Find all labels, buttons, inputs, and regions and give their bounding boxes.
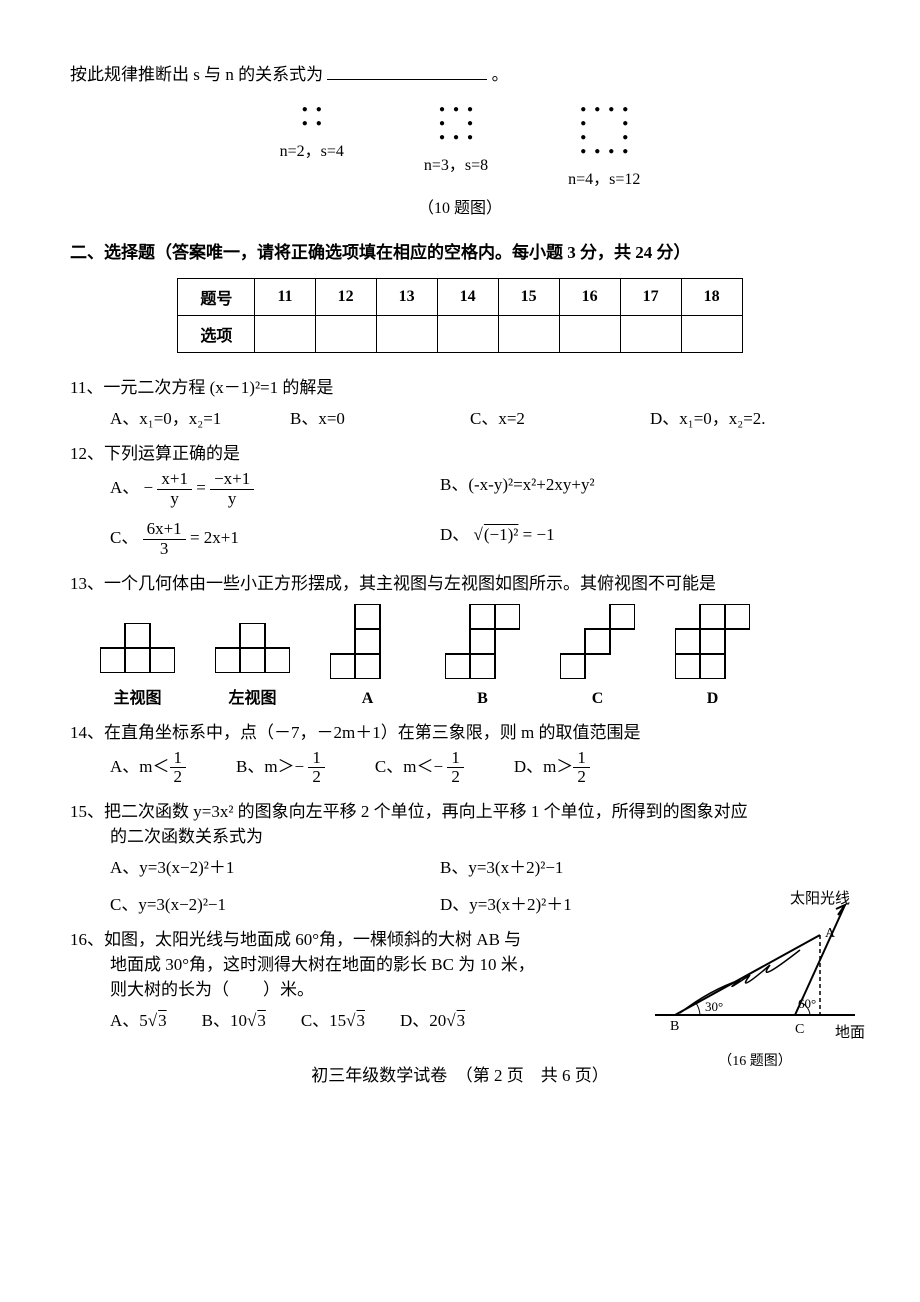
main-view: 主视图 xyxy=(100,623,175,708)
row-label: 题号 xyxy=(178,279,255,316)
table-cell[interactable] xyxy=(681,316,742,353)
table-row: 题号 11 12 13 14 15 16 17 18 xyxy=(178,279,742,316)
table-cell: 17 xyxy=(620,279,681,316)
option: B、m＞− 12 xyxy=(236,749,325,787)
table-cell: 14 xyxy=(437,279,498,316)
q12-options: A、 − x+1y = −x+1y B、(-x-y)²=x²+2xy+y² C、… xyxy=(110,470,850,559)
q16-line: 则大树的长为（ ）米。 xyxy=(110,980,314,999)
q16-figure: B C A 30° 60° 太阳光线 地面 （16 题图） xyxy=(650,895,860,1070)
option-a: A xyxy=(330,604,405,708)
table-cell[interactable] xyxy=(437,316,498,353)
intro-text: 按此规律推断出 s 与 n 的关系式为 xyxy=(70,65,323,84)
q13-shapes: 主视图 左视图 A B xyxy=(100,604,850,708)
table-cell: 13 xyxy=(376,279,437,316)
table-cell: 16 xyxy=(559,279,620,316)
q12-stem: 12、下列运算正确的是 xyxy=(70,439,850,464)
option: B、x=0 xyxy=(290,404,430,429)
option: D、x₁=0，x₂=2. xyxy=(650,404,790,429)
option: C、15√3 xyxy=(301,1006,365,1031)
dot-caption: n=4，s=12 xyxy=(568,165,640,189)
dot-caption: n=3，s=8 xyxy=(424,151,488,175)
option: A、y=3(x−2)²＋1 xyxy=(110,853,430,878)
sun-label: 太阳光线 xyxy=(790,887,850,908)
intro-period: 。 xyxy=(492,65,509,84)
option: B、(-x-y)²=x²+2xy+y² xyxy=(440,470,760,508)
table-row: 选项 xyxy=(178,316,742,353)
dot-figures: ●● ●● n=2，s=4 ●●● ●● ●●● n=3，s=8 ●●●● ●●… xyxy=(70,100,850,189)
intro-line: 按此规律推断出 s 与 n 的关系式为 。 xyxy=(70,60,850,85)
option: A、m＜12 xyxy=(110,749,186,787)
q16-line: 16、如图，太阳光线与地面成 60°角，一棵倾斜的大树 AB 与 xyxy=(70,930,521,949)
row-label: 选项 xyxy=(178,316,255,353)
option: C、x=2 xyxy=(470,404,610,429)
table-cell: 11 xyxy=(255,279,315,316)
label-B: B xyxy=(670,1019,679,1034)
ground-label: 地面 xyxy=(835,1021,865,1042)
answer-table: 题号 11 12 13 14 15 16 17 18 选项 xyxy=(177,278,742,353)
q11-options: A、x₁=0，x₂=1 B、x=0 C、x=2 D、x₁=0，x₂=2. xyxy=(110,404,850,429)
table-cell: 15 xyxy=(498,279,559,316)
q15-options: A、y=3(x−2)²＋1 B、y=3(x＋2)²−1 C、y=3(x−2)²−… xyxy=(110,853,670,915)
q16-line: 地面成 30°角，这时测得大树在地面的影长 BC 为 10 米， xyxy=(110,955,535,974)
option: B、y=3(x＋2)²−1 xyxy=(440,853,760,878)
q13-stem: 13、一个几何体由一些小正方形摆成，其主视图与左视图如图所示。其俯视图不可能是 xyxy=(70,569,850,594)
q15-stem: 15、把二次函数 y=3x² 的图象向左平移 2 个单位，再向上平移 1 个单位… xyxy=(70,797,850,847)
q14-options: A、m＜12 B、m＞− 12 C、m＜− 12 D、m＞12 xyxy=(110,749,850,787)
option: B、10√3 xyxy=(202,1006,266,1031)
section-heading: 二、选择题（答案唯一，请将正确选项填在相应的空格内。每小题 3 分，共 24 分… xyxy=(70,238,850,263)
option: C、y=3(x−2)²−1 xyxy=(110,890,430,915)
option-b: B xyxy=(445,604,520,708)
figure-caption: （10 题图） xyxy=(70,194,850,218)
table-cell[interactable] xyxy=(498,316,559,353)
option: C、 6x+13 = 2x+1 xyxy=(110,520,430,558)
option: D、m＞12 xyxy=(514,749,590,787)
blank-line xyxy=(327,65,487,80)
angle-60: 60° xyxy=(798,996,816,1011)
q11-stem: 11、一元二次方程 (x－1)²=1 的解是 xyxy=(70,373,850,398)
option: C、m＜− 12 xyxy=(375,749,464,787)
table-cell[interactable] xyxy=(376,316,437,353)
option: D、 √(−1)² = −1 xyxy=(440,520,760,558)
option-d: D xyxy=(675,604,750,708)
table-cell[interactable] xyxy=(620,316,681,353)
dot-figure-n3: ●●● ●● ●●● n=3，s=8 xyxy=(424,100,488,189)
table-cell: 18 xyxy=(681,279,742,316)
option: D、20√3 xyxy=(400,1006,465,1031)
angle-30: 30° xyxy=(705,999,723,1014)
option: A、 − x+1y = −x+1y xyxy=(110,470,430,508)
dot-figure-n2: ●● ●● n=2，s=4 xyxy=(280,100,344,189)
table-cell[interactable] xyxy=(315,316,376,353)
q14-stem: 14、在直角坐标系中，点（－7，－2m＋1）在第三象限，则 m 的取值范围是 xyxy=(70,718,850,743)
label-C: C xyxy=(795,1022,804,1037)
dot-caption: n=2，s=4 xyxy=(280,137,344,161)
q16: 16、如图，太阳光线与地面成 60°角，一棵倾斜的大树 AB 与 地面成 30°… xyxy=(70,925,850,1031)
table-cell[interactable] xyxy=(559,316,620,353)
fig-caption: （16 题图） xyxy=(650,1050,860,1070)
left-view: 左视图 xyxy=(215,623,290,708)
option: A、5√3 xyxy=(110,1006,167,1031)
option: A、x₁=0，x₂=1 xyxy=(110,404,250,429)
option-c: C xyxy=(560,604,635,708)
table-cell: 12 xyxy=(315,279,376,316)
dot-figure-n4: ●●●● ●● ●● ●●●● n=4，s=12 xyxy=(568,100,640,189)
table-cell[interactable] xyxy=(255,316,315,353)
